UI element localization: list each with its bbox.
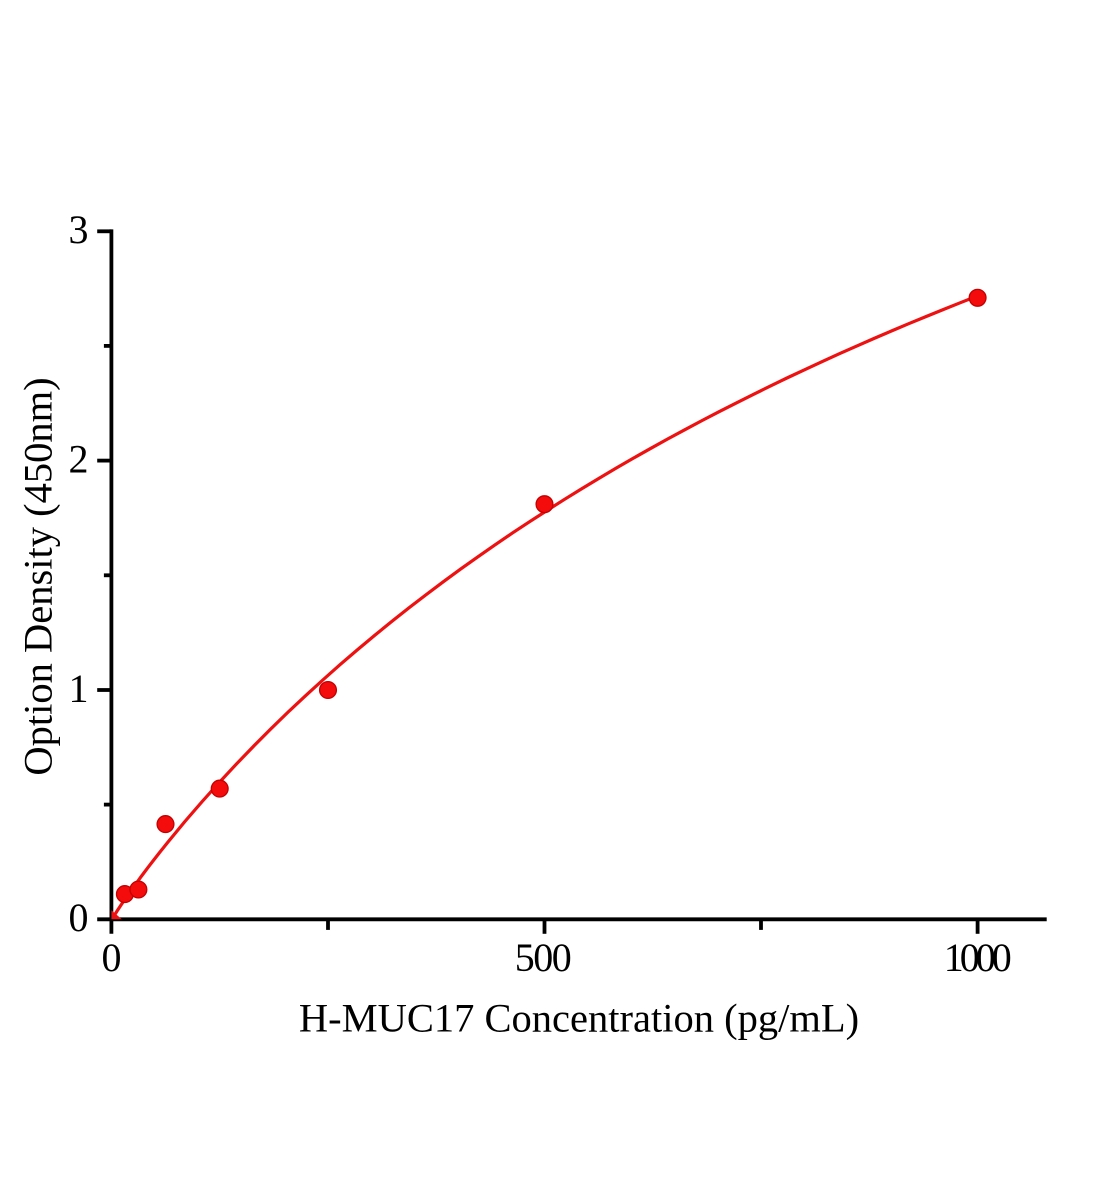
svg-text:500: 500 <box>515 935 572 980</box>
svg-text:1000: 1000 <box>944 935 1012 980</box>
svg-text:3: 3 <box>69 207 89 252</box>
svg-text:0: 0 <box>102 935 122 980</box>
svg-text:H-MUC17 Concentration (pg/mL): H-MUC17 Concentration (pg/mL) <box>299 996 859 1041</box>
svg-text:0: 0 <box>69 895 89 940</box>
svg-text:2: 2 <box>69 437 89 482</box>
svg-text:1: 1 <box>69 666 89 711</box>
svg-text:Option Density (450nm): Option Density (450nm) <box>16 377 61 775</box>
